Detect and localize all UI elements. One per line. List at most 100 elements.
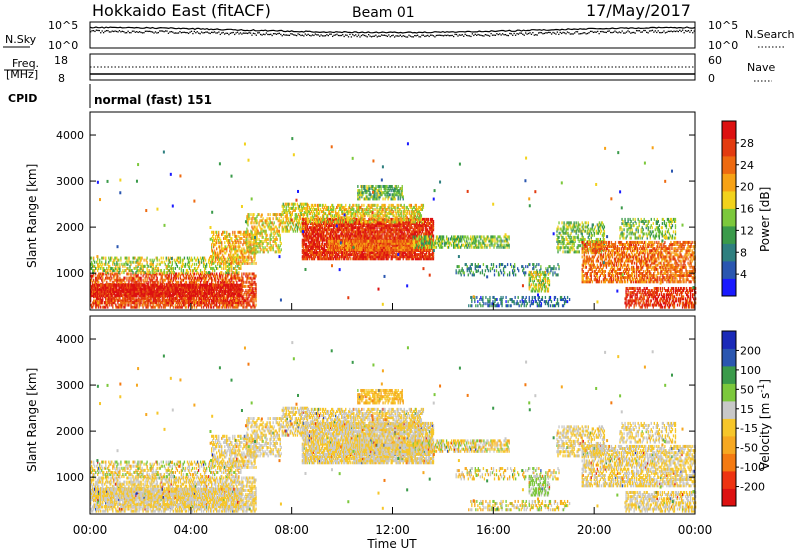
- power-cell: [245, 284, 247, 288]
- power-cell: [200, 278, 203, 282]
- nsearch-point: [146, 30, 148, 32]
- power-cell: [128, 276, 130, 280]
- power-cell: [119, 289, 121, 293]
- power-cell: [144, 301, 146, 305]
- power-cell: [110, 283, 112, 287]
- power-cell: [103, 294, 105, 298]
- nsearch-point: [127, 30, 129, 32]
- power-cell: [110, 278, 112, 282]
- power-cell: [252, 289, 254, 293]
- power-cell: [233, 276, 235, 280]
- power-cell: [238, 271, 240, 275]
- power-cell: [110, 292, 112, 296]
- power-cell: [130, 303, 132, 307]
- power-cell: [159, 303, 161, 307]
- nsearch-point: [219, 33, 221, 36]
- power-cell: [221, 271, 223, 275]
- power-cell: [232, 305, 234, 309]
- power-cell: [97, 278, 99, 282]
- power-cell: [91, 285, 93, 289]
- power-cell: [114, 294, 116, 298]
- nsearch-point: [628, 31, 631, 33]
- nsearch-point: [128, 32, 131, 34]
- power-cell: [229, 299, 231, 303]
- power-cell: [94, 287, 96, 291]
- nsearch-point: [520, 32, 523, 34]
- power-cell: [190, 274, 193, 278]
- nsearch-point: [447, 34, 449, 36]
- nsearch-point: [211, 31, 213, 33]
- power-cell: [121, 299, 123, 303]
- power-cell: [143, 280, 145, 284]
- power-cell: [98, 292, 100, 296]
- power-cell: [96, 289, 98, 293]
- nsearch-point: [236, 31, 239, 33]
- nsearch-point: [362, 34, 364, 36]
- power-cell: [258, 213, 260, 217]
- nsearch-point: [308, 34, 311, 37]
- power-cell: [215, 278, 217, 282]
- power-cell: [222, 303, 224, 307]
- power-cell: [203, 274, 206, 278]
- power-cell: [130, 287, 132, 291]
- power-cell: [245, 272, 247, 276]
- power-cell: [99, 276, 101, 280]
- nsearch-point: [517, 33, 520, 35]
- power-cell: [106, 294, 108, 298]
- power-cell: [105, 299, 107, 303]
- power-cell: [169, 280, 171, 284]
- power-cell: [241, 289, 243, 293]
- freq-label-2: [MHz]: [6, 68, 38, 81]
- power-cell: [254, 305, 256, 309]
- nsearch-point: [526, 33, 528, 35]
- power-cell: [218, 230, 220, 234]
- nsearch-point: [552, 31, 554, 34]
- power-cell: [185, 274, 188, 278]
- power-cell: [122, 285, 124, 289]
- nsearch-point: [183, 31, 185, 33]
- power-cell: [112, 280, 114, 284]
- power-cell: [241, 276, 243, 280]
- power-cell: [133, 301, 135, 305]
- power-cell: [122, 296, 124, 300]
- power-cell: [239, 296, 241, 300]
- power-cell: [92, 294, 94, 298]
- power-cell: [122, 289, 124, 293]
- power-cell: [245, 274, 247, 278]
- nsearch-point: [254, 33, 256, 35]
- power-cell: [135, 303, 137, 307]
- nsearch-point: [114, 30, 116, 32]
- nsearch-point: [454, 33, 456, 35]
- nsearch-tick-bottom: 10^0: [708, 39, 738, 52]
- nsearch-point: [174, 32, 177, 34]
- power-cell: [121, 292, 123, 296]
- power-cell: [95, 272, 97, 276]
- nsearch-point: [572, 33, 574, 35]
- nsearch-point: [513, 32, 515, 35]
- power-cell: [248, 301, 250, 305]
- power-cell: [99, 299, 101, 303]
- nsearch-point: [527, 32, 530, 35]
- power-cell: [105, 305, 107, 309]
- nsearch-point: [493, 34, 495, 36]
- nsearch-point: [98, 29, 100, 32]
- power-cell: [267, 250, 269, 254]
- power-cell: [248, 272, 250, 276]
- power-cell: [128, 301, 130, 305]
- power-cell: [248, 303, 250, 307]
- power-cell: [110, 272, 112, 276]
- nsearch-point: [342, 34, 344, 36]
- power-cell: [112, 294, 114, 298]
- nsearch-point: [468, 35, 471, 37]
- power-cell: [252, 272, 254, 276]
- power-cell: [179, 274, 182, 278]
- power-cell: [178, 272, 181, 276]
- nsearch-point: [228, 33, 230, 36]
- nsearch-point: [398, 35, 400, 37]
- nsearch-point: [130, 32, 132, 34]
- power-cell: [90, 280, 92, 284]
- power-cell: [137, 276, 139, 280]
- power-cell: [232, 280, 234, 284]
- power-cell: [160, 282, 162, 286]
- power-cell: [185, 276, 188, 280]
